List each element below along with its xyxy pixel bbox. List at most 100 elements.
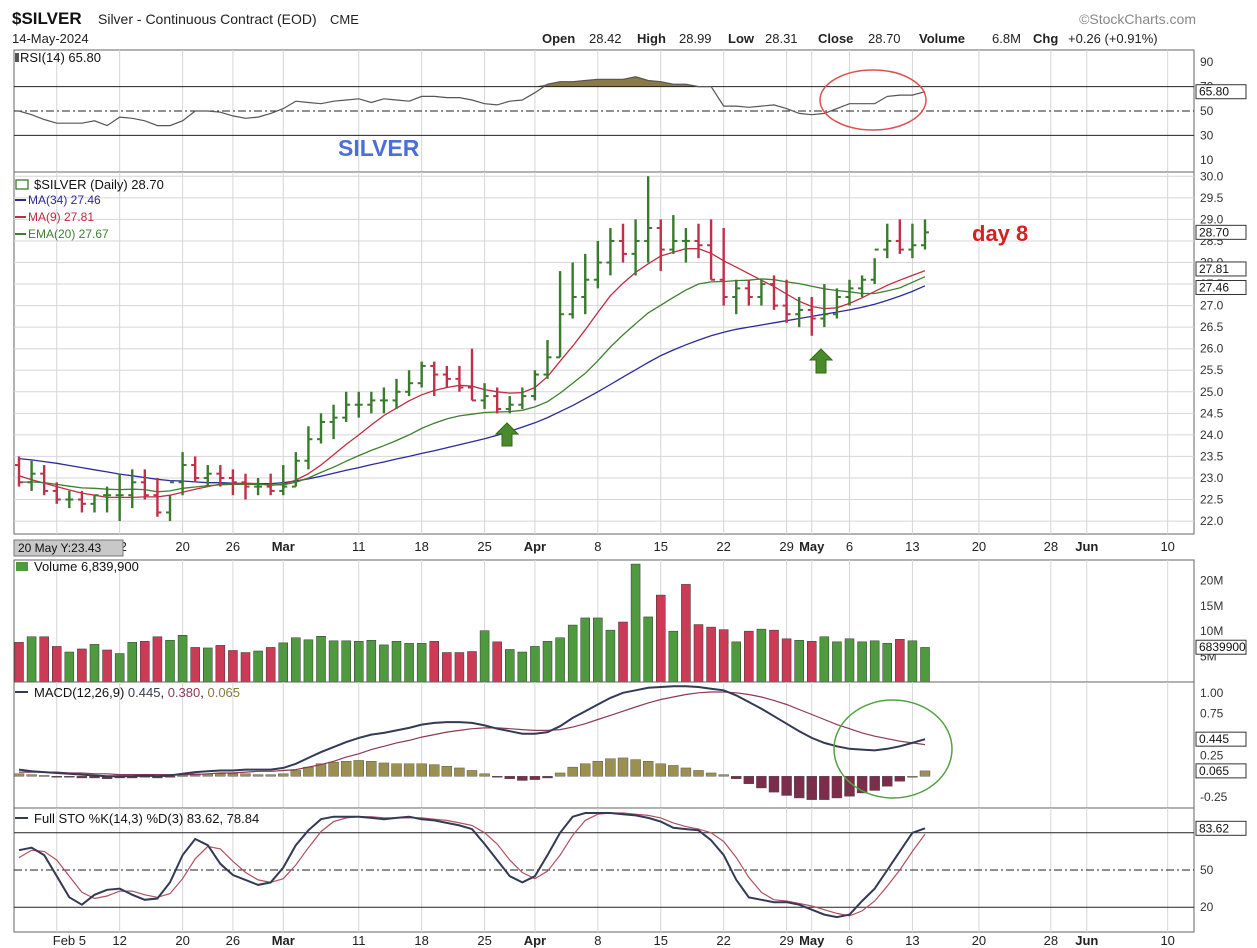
y-tick-label: 0.75 — [1200, 707, 1224, 721]
macd-histogram-bar — [378, 762, 390, 777]
y-tick-label: 23.5 — [1200, 449, 1224, 463]
volume-bar — [630, 563, 641, 683]
x-tick-label: 15 — [654, 933, 668, 948]
x-tick-label: 13 — [905, 933, 919, 948]
price-bar — [543, 340, 552, 379]
volume-bar — [379, 644, 389, 683]
price-bar — [707, 219, 716, 281]
macd-histogram-bar — [743, 776, 755, 785]
volume-bar — [605, 629, 616, 683]
volume-bar — [807, 641, 817, 683]
macd-histogram-bar — [567, 766, 578, 777]
macd-histogram-bar — [278, 773, 289, 777]
macd-histogram-bar — [466, 770, 478, 777]
price-last-value: 28.70 — [1199, 225, 1229, 239]
x-tick-label: 22 — [716, 539, 730, 554]
volume-bar — [781, 638, 792, 683]
close-value: 28.70 — [868, 31, 901, 46]
macd-histogram-bar — [907, 776, 918, 778]
x-tick-label: Mar — [272, 933, 295, 948]
y-tick-label: 50 — [1200, 104, 1214, 118]
ma9-last-value-box — [1195, 261, 1247, 277]
volume-label: Volume — [919, 31, 965, 46]
volume-bar — [64, 651, 75, 683]
volume-bar — [404, 643, 414, 683]
volume-bar — [530, 646, 540, 683]
price-bar — [367, 391, 376, 414]
price-bar — [27, 460, 36, 491]
x-tick-label: Apr — [524, 539, 546, 554]
low-value: 28.31 — [765, 31, 798, 46]
price-bar — [921, 219, 929, 250]
volume-bar — [920, 647, 930, 683]
volume-bar — [165, 640, 175, 683]
y-tick-label: 30.0 — [1200, 169, 1224, 183]
volume-bar — [479, 630, 490, 683]
rsi-last-value-box — [1195, 84, 1247, 100]
y-tick-label: 90 — [1200, 55, 1214, 69]
high-value: 28.99 — [679, 31, 712, 46]
indicator-panes: 9070503010RSI(14) 65.8065.8022.022.523.0… — [13, 49, 1247, 948]
x-tick-label: 20 — [972, 539, 986, 554]
macd-histogram-bar — [517, 776, 528, 781]
macd-highlight-ellipse — [833, 699, 953, 799]
price-bar — [128, 469, 137, 509]
exchange-label: CME — [330, 12, 359, 27]
macd-histogram-bar — [265, 774, 276, 777]
price-bar — [468, 348, 476, 402]
y-tick-label: 22.0 — [1200, 514, 1224, 528]
volume-bar — [416, 643, 427, 683]
x-tick-label: 22 — [716, 933, 730, 948]
macd-histogram-bar — [592, 761, 604, 777]
macd-histogram-bar — [542, 776, 553, 779]
price-bar — [342, 391, 351, 422]
price-bar — [568, 262, 577, 319]
x-tick-label: 25 — [477, 933, 491, 948]
price-bar — [442, 365, 451, 388]
price-bar — [556, 271, 565, 359]
macd-histogram-bar — [454, 767, 465, 777]
price-bar — [581, 253, 590, 315]
chart-title: Silver - Continuous Contract (EOD) — [98, 11, 317, 27]
stockcharts-watermark: ©StockCharts.com — [1079, 11, 1196, 27]
x-tick-label: 20 — [972, 933, 986, 948]
price-bar — [744, 279, 753, 306]
y-tick-label: 20M — [1200, 573, 1223, 587]
price-bar — [732, 279, 741, 315]
price-bar — [216, 465, 225, 487]
macd-histogram-bar — [856, 776, 868, 794]
volume-bar — [140, 641, 150, 683]
x-tick-label: May — [799, 539, 825, 554]
volume-bar — [228, 650, 238, 683]
high-label: High — [637, 31, 666, 46]
stochastic-pane: 50 20 Full STO %K(14,3) %D(3) 83.62, 78.84… — [13, 807, 1247, 933]
volume-bar — [517, 651, 528, 683]
volume-bar — [869, 640, 880, 683]
up-arrow-icon — [808, 348, 834, 374]
price-bar — [518, 387, 527, 410]
macd-histogram-bar — [655, 763, 666, 777]
y-tick-label: 23.0 — [1200, 471, 1224, 485]
price-bar — [606, 228, 615, 276]
macd-histogram-bar — [215, 773, 226, 777]
volume-bar — [882, 643, 892, 683]
macd-histogram-bar — [894, 776, 906, 782]
y-tick-label: 29.0 — [1200, 212, 1224, 226]
ma9-last-value: 27.81 — [1199, 262, 1229, 276]
price-bar — [870, 248, 879, 285]
volume-bar — [114, 653, 125, 683]
volume-bar — [278, 642, 288, 683]
macd-histogram-bar — [240, 773, 251, 777]
macd-histogram-bar — [403, 763, 415, 777]
price-bar — [379, 387, 388, 414]
rsi-legend: RSI(14) 65.80 — [20, 50, 101, 65]
volume-bar — [744, 630, 754, 683]
x-tick-label: Apr — [524, 933, 546, 948]
x-tick-label: 8 — [594, 539, 601, 554]
x-tick-label: May — [799, 933, 825, 948]
volume-bar — [253, 650, 263, 683]
macd-histogram-bar — [605, 758, 616, 777]
volume-bar — [102, 649, 112, 683]
volume-bar — [429, 641, 439, 683]
